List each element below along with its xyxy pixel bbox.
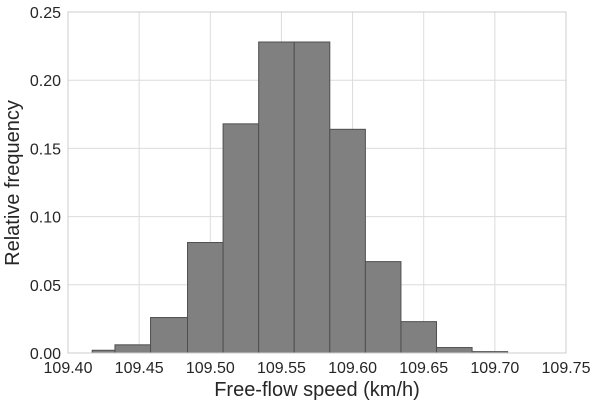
y-axis-label: Relative frequency — [2, 100, 24, 266]
x-tick-labels: 109.40 109.45 109.50 109.55 109.60 109.65 109.… — [44, 360, 591, 377]
histogram-bar — [364, 261, 402, 354]
histogram-bar — [400, 321, 438, 354]
y-tick-label: 0.05 — [30, 278, 61, 295]
y-tick-label: 0.20 — [30, 73, 61, 90]
plot-frame — [67, 11, 567, 354]
x-tick-label: 109.45 — [115, 360, 164, 377]
y-tick-label: 0.25 — [30, 5, 61, 22]
histogram-bar — [187, 242, 224, 354]
x-tick-label: 109.65 — [399, 360, 448, 377]
x-tick-label: 109.70 — [470, 360, 519, 377]
y-tick-label: 0.15 — [30, 141, 61, 158]
y-tick-label: 0.00 — [30, 346, 61, 363]
histogram-bar — [150, 317, 189, 354]
x-axis-label: Free-flow speed (km/h) — [214, 379, 420, 401]
x-tick-label: 109.75 — [542, 360, 591, 377]
histogram-bar — [258, 41, 295, 354]
x-tick-label: 109.60 — [328, 360, 377, 377]
y-tick-label: 0.10 — [30, 210, 61, 227]
y-tick-labels: 0.00 0.05 0.10 0.15 0.20 0.25 — [30, 5, 61, 363]
bars-layer — [91, 41, 509, 354]
x-tick-label: 109.40 — [44, 360, 93, 377]
histogram-bar — [436, 347, 473, 354]
x-tick-label: 109.55 — [257, 360, 306, 377]
histogram-bar — [329, 128, 366, 354]
x-tick-label: 109.50 — [186, 360, 235, 377]
histogram-bar — [293, 41, 331, 354]
histogram-bar — [222, 123, 260, 354]
histogram-bar — [114, 344, 152, 354]
